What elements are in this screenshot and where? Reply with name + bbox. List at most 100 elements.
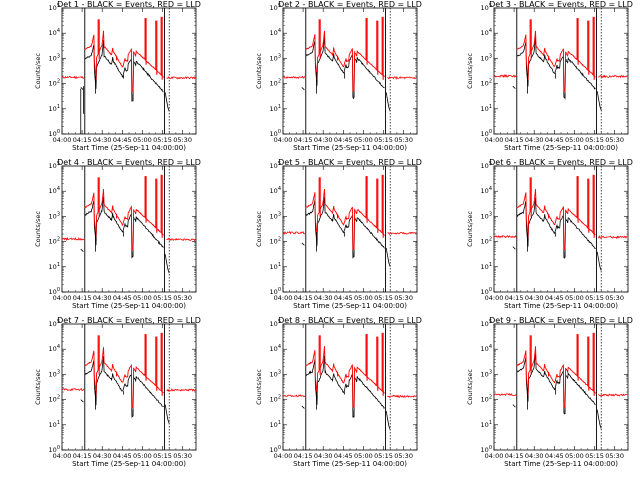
y-tick-label: 103	[481, 211, 492, 220]
events-series-post	[385, 410, 391, 430]
y-tick-label: 100	[49, 445, 60, 454]
y-tick-label: 101	[270, 104, 281, 113]
y-tick-label: 103	[49, 369, 60, 378]
x-axis-label: Start Time (25-Sep-11 04:00:00)	[504, 302, 618, 310]
events-series-pre	[512, 404, 516, 408]
y-axis-label: Counts/sec	[255, 53, 263, 89]
panel-title: Det 3 - BLACK = Events, RED = LLD	[489, 0, 633, 9]
events-series	[305, 355, 385, 418]
x-tick-label: 04:30	[314, 136, 333, 144]
y-tick-label: 105	[270, 3, 281, 12]
y-tick-label: 100	[481, 287, 492, 296]
lld-series-post	[387, 231, 417, 235]
panel-title: Det 2 - BLACK = Events, RED = LLD	[278, 0, 422, 9]
y-tick-label: 105	[481, 319, 492, 328]
events-series-pre	[301, 242, 305, 246]
plot-frame	[61, 7, 197, 135]
x-tick-label: 05:15	[153, 452, 172, 460]
y-tick-label: 104	[481, 186, 492, 195]
events-series-pre	[512, 246, 516, 250]
y-tick-label: 100	[481, 445, 492, 454]
events-series-pre	[80, 248, 84, 252]
lld-series	[84, 30, 164, 92]
events-series	[84, 356, 164, 418]
y-tick-label: 101	[270, 262, 281, 271]
plot-frame	[61, 165, 197, 293]
panel-det-1: Det 1 - BLACK = Events, RED = LLD 100 101 1…	[34, 0, 201, 152]
y-tick-label: 104	[49, 186, 60, 195]
y-axis-label: Counts/sec	[34, 211, 42, 247]
y-tick-label: 100	[270, 287, 281, 296]
x-tick-label: 04:15	[505, 294, 524, 302]
y-axis-label: Counts/sec	[466, 369, 474, 405]
y-tick-label: 103	[49, 53, 60, 62]
x-tick-label: 05:30	[605, 452, 624, 460]
events-series-pre	[301, 87, 305, 91]
x-tick-label: 04:45	[113, 294, 132, 302]
x-tick-label: 05:30	[394, 136, 413, 144]
x-tick-label: 04:15	[505, 452, 524, 460]
lld-series	[305, 30, 385, 93]
x-tick-label: 05:15	[374, 294, 393, 302]
panel-det-8: Det 8 - BLACK = Events, RED = LLD 100 101 1…	[255, 316, 422, 468]
y-tick-label: 101	[481, 420, 492, 429]
events-series	[305, 36, 385, 100]
events-series-pre	[512, 85, 516, 89]
lld-series-pre	[61, 75, 85, 79]
panel-title: Det 6 - BLACK = Events, RED = LLD	[489, 158, 633, 167]
x-tick-label: 05:00	[565, 452, 584, 460]
y-tick-label: 104	[481, 28, 492, 37]
panel-title: Det 9 - BLACK = Events, RED = LLD	[489, 316, 633, 325]
y-tick-label: 105	[270, 161, 281, 170]
lld-series	[305, 346, 385, 408]
lld-series-pre	[282, 230, 306, 235]
x-tick-label: 05:30	[173, 136, 192, 144]
y-axis-label: Counts/sec	[466, 53, 474, 89]
x-tick-label: 04:00	[53, 294, 72, 302]
plot-frame	[61, 323, 197, 451]
panel-det-9: Det 9 - BLACK = Events, RED = LLD 100 101 1…	[466, 316, 633, 468]
x-axis-label: Start Time (25-Sep-11 04:00:00)	[72, 144, 186, 152]
panel-det-7: Det 7 - BLACK = Events, RED = LLD 100 101 1…	[34, 316, 201, 468]
x-tick-label: 05:15	[585, 452, 604, 460]
panel-det-6: Det 6 - BLACK = Events, RED = LLD 100 101 1…	[466, 158, 633, 310]
x-tick-label: 04:30	[93, 294, 112, 302]
x-tick-label: 04:00	[53, 136, 72, 144]
lld-series-pre	[61, 237, 85, 242]
y-tick-label: 102	[49, 395, 60, 404]
y-tick-label: 100	[49, 287, 60, 296]
x-tick-label: 04:30	[525, 294, 544, 302]
x-tick-label: 04:00	[485, 294, 504, 302]
y-tick-label: 100	[270, 445, 281, 454]
events-series-post	[385, 92, 391, 112]
lld-series	[84, 347, 164, 409]
panel-title: Det 5 - BLACK = Events, RED = LLD	[278, 158, 422, 167]
x-tick-label: 04:30	[314, 452, 333, 460]
y-tick-label: 103	[481, 369, 492, 378]
events-series	[516, 197, 596, 259]
x-tick-label: 04:45	[113, 452, 132, 460]
x-tick-label: 04:45	[113, 136, 132, 144]
y-tick-label: 105	[49, 319, 60, 328]
x-tick-label: 05:30	[394, 452, 413, 460]
x-tick-label: 04:45	[545, 452, 564, 460]
x-tick-label: 04:30	[525, 452, 544, 460]
y-tick-label: 101	[481, 262, 492, 271]
x-tick-label: 05:00	[133, 452, 152, 460]
x-tick-label: 04:45	[545, 294, 564, 302]
y-tick-label: 104	[49, 344, 60, 353]
x-tick-label: 04:00	[53, 452, 72, 460]
panel-title: Det 7 - BLACK = Events, RED = LLD	[57, 316, 201, 325]
lld-series	[516, 30, 596, 94]
lld-series-post	[166, 387, 196, 392]
lld-series-post	[598, 74, 628, 79]
plot-frame	[493, 323, 629, 451]
lld-series-post	[598, 234, 628, 239]
x-tick-label: 05:00	[565, 136, 584, 144]
x-tick-label: 04:15	[294, 294, 313, 302]
plot-frame	[282, 323, 418, 451]
lld-series	[305, 188, 385, 251]
panel-title: Det 4 - BLACK = Events, RED = LLD	[57, 158, 201, 167]
x-tick-label: 05:30	[605, 136, 624, 144]
